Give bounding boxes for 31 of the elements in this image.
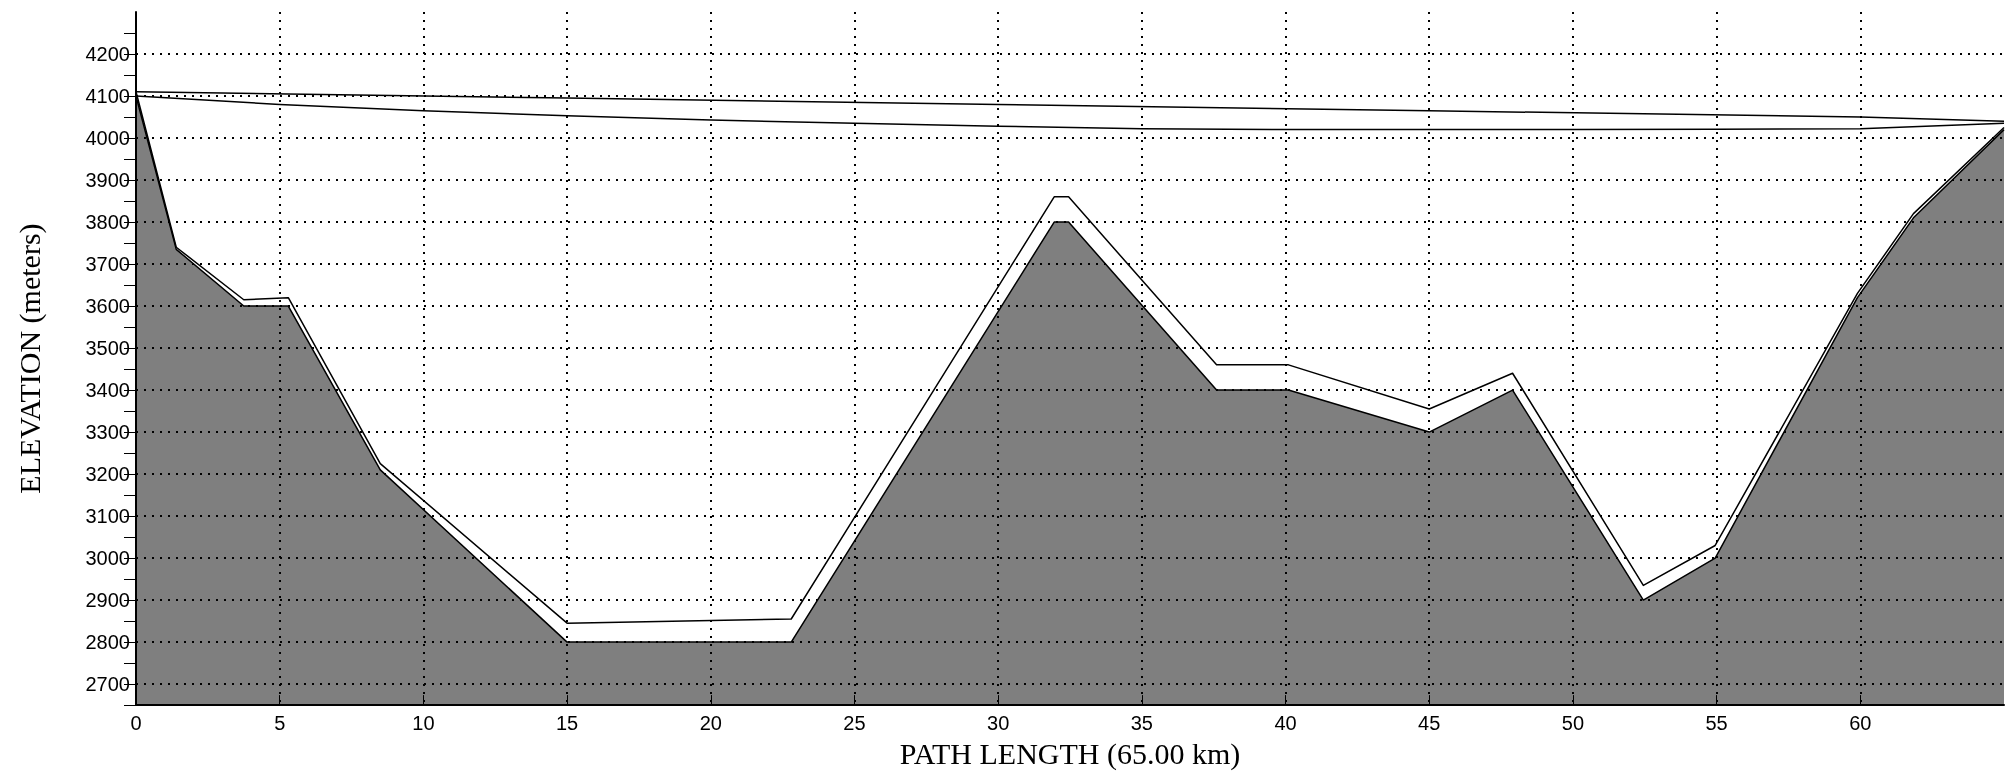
y-tick-label: 3300: [85, 421, 130, 444]
x-tick-label: 25: [843, 712, 866, 735]
y-tick-label: 3200: [85, 463, 130, 486]
x-tick-label: 10: [412, 712, 435, 735]
y-tick-label: 4200: [85, 43, 130, 66]
y-tick-label: 3500: [85, 337, 130, 360]
x-tick-label: 20: [699, 712, 722, 735]
x-tick-label: 30: [987, 712, 1010, 735]
y-tick-label: 4000: [85, 127, 130, 150]
y-tick-label: 3400: [85, 379, 130, 402]
y-tick-label: 3000: [85, 547, 130, 570]
y-axis-title: ELEVATION (meters): [12, 223, 47, 494]
y-tick-label: 3900: [85, 169, 130, 192]
x-tick-label: 50: [1561, 712, 1585, 735]
x-tick-label: 5: [274, 712, 286, 735]
y-tick-label: 3100: [85, 505, 130, 528]
x-tick-label: 40: [1274, 712, 1297, 735]
y-tick-label: 3700: [85, 253, 130, 276]
x-tick-label: 45: [1418, 712, 1441, 735]
y-tick-label: 2900: [85, 589, 130, 612]
y-tick-label: 4100: [85, 85, 130, 108]
x-axis-title: PATH LENGTH (65.00 km): [899, 736, 1241, 771]
x-tick-label: 60: [1849, 712, 1872, 735]
x-tick-label: 55: [1705, 712, 1728, 735]
x-tick-label: 35: [1130, 712, 1153, 735]
x-tick-label: 15: [555, 712, 579, 735]
y-tick-label: 3800: [85, 211, 130, 234]
y-tick-label: 3600: [85, 295, 130, 318]
y-tick-label: 2700: [85, 673, 130, 696]
y-tick-label: 2800: [85, 631, 130, 654]
x-tick-label: 0: [130, 712, 142, 735]
